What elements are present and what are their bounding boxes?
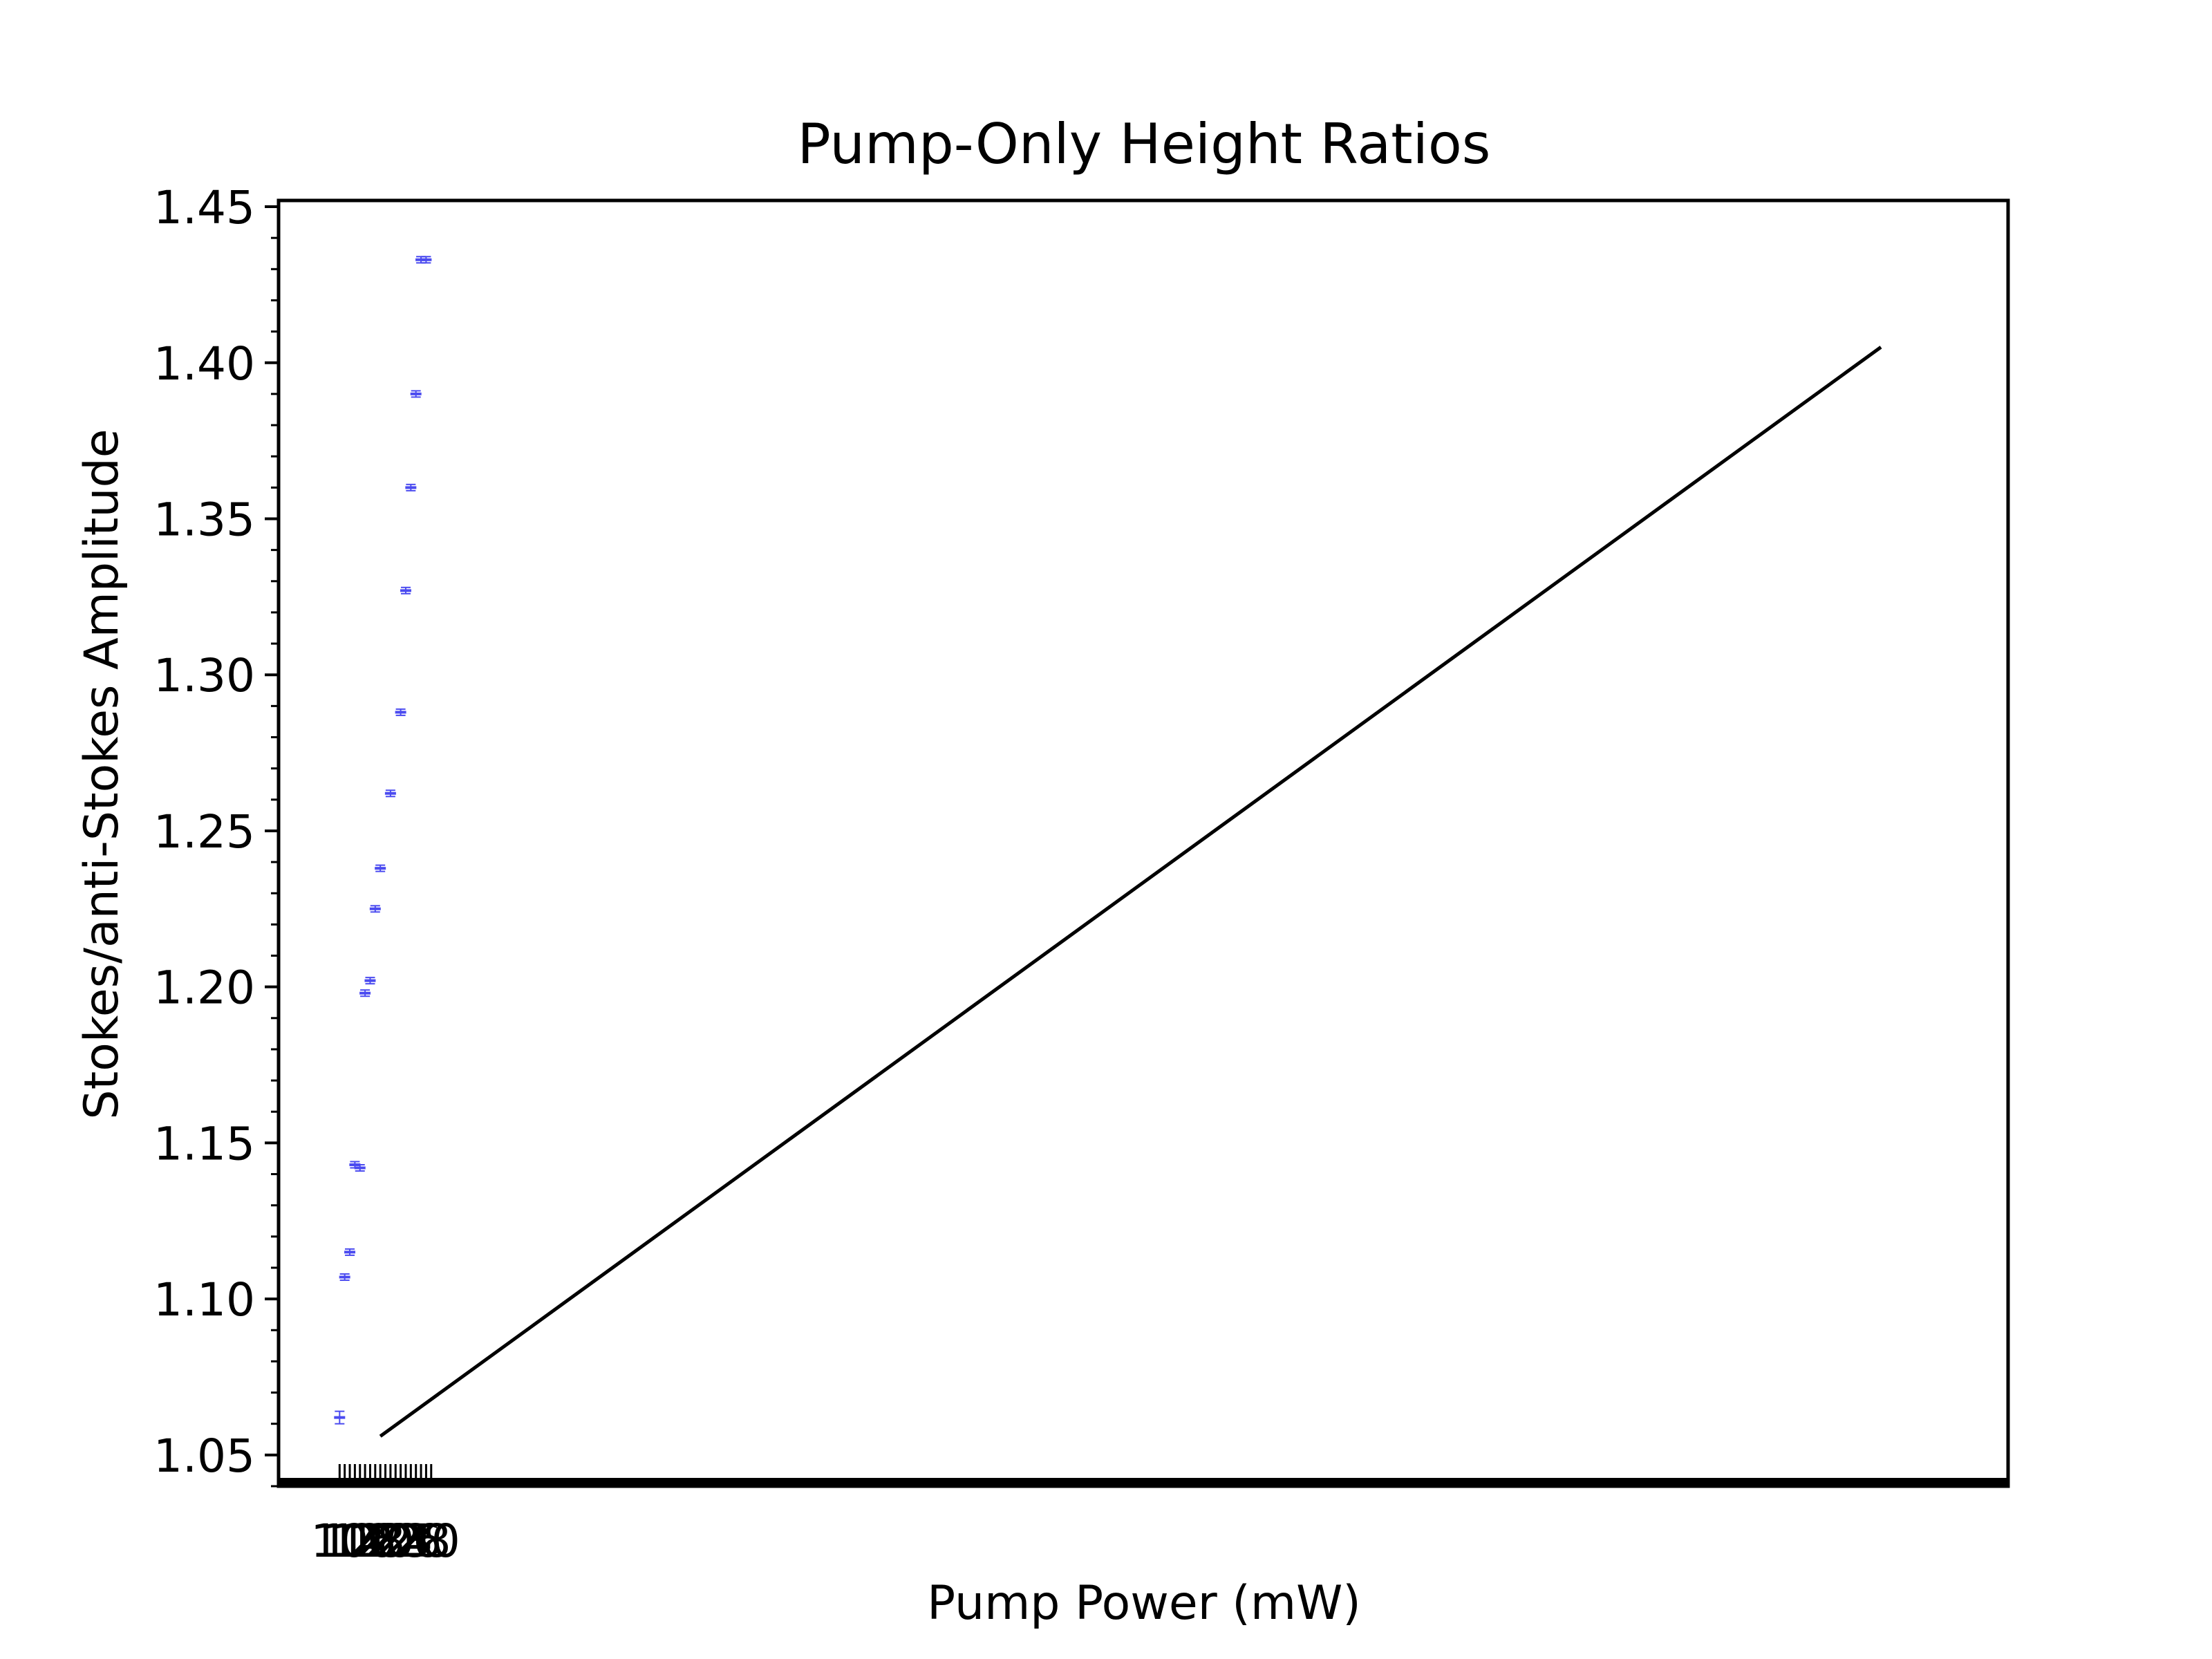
data-point: [364, 977, 376, 985]
x-axis-label: Pump Power (mW): [927, 1576, 1361, 1631]
y-axis-label: Stokes/anti-Stokes Amplitude: [75, 429, 129, 1119]
x-tick-label: 28: [393, 1515, 451, 1568]
y-tick-label: 1.30: [153, 649, 255, 702]
data-point: [369, 905, 381, 913]
x-axis-baseline: [279, 1478, 2008, 1488]
x-tick-label: 12: [320, 1515, 378, 1568]
data-point: [405, 483, 417, 491]
data-point: [384, 789, 396, 798]
y-tick-label: 1.15: [153, 1117, 255, 1170]
y-tick-label: 1.45: [153, 181, 255, 234]
data-point: [354, 1164, 366, 1172]
series-layer: [334, 256, 1882, 1438]
chart-title: Pump-Only Height Ratios: [798, 112, 1491, 176]
plot-frame: [276, 198, 2010, 1488]
data-point: [344, 1248, 356, 1256]
data-point: [420, 256, 432, 264]
x-tick-label: 16: [338, 1515, 396, 1568]
y-axis-ticks: 1.05 1.10 1.15 1.20 1.25 1.30 1.35 1.40 1.45: [153, 181, 279, 1488]
fit-line: [379, 346, 1882, 1438]
y-tick-label: 1.40: [153, 337, 255, 391]
x-tick-label: 30: [402, 1515, 460, 1568]
data-point: [334, 1410, 346, 1425]
data-point: [359, 989, 371, 997]
data-point: [375, 864, 386, 872]
data-point: [400, 586, 411, 594]
x-tick-label: 18: [347, 1515, 405, 1568]
data-point: [410, 390, 422, 398]
x-tick-label: 20: [357, 1515, 415, 1568]
x-tick-label: 14: [329, 1515, 387, 1568]
x-tick-label: 10: [310, 1515, 368, 1568]
x-tick-label: 26: [384, 1515, 442, 1568]
y-tick-label: 1.05: [153, 1430, 255, 1483]
y-tick-label: 1.25: [153, 805, 255, 859]
x-tick-label: 22: [366, 1515, 424, 1568]
y-tick-label: 1.10: [153, 1273, 255, 1327]
x-tick-label: 24: [375, 1515, 433, 1568]
y-tick-label: 1.20: [153, 962, 255, 1015]
data-point: [395, 708, 406, 716]
y-tick-label: 1.35: [153, 493, 255, 546]
data-point: [339, 1273, 350, 1282]
